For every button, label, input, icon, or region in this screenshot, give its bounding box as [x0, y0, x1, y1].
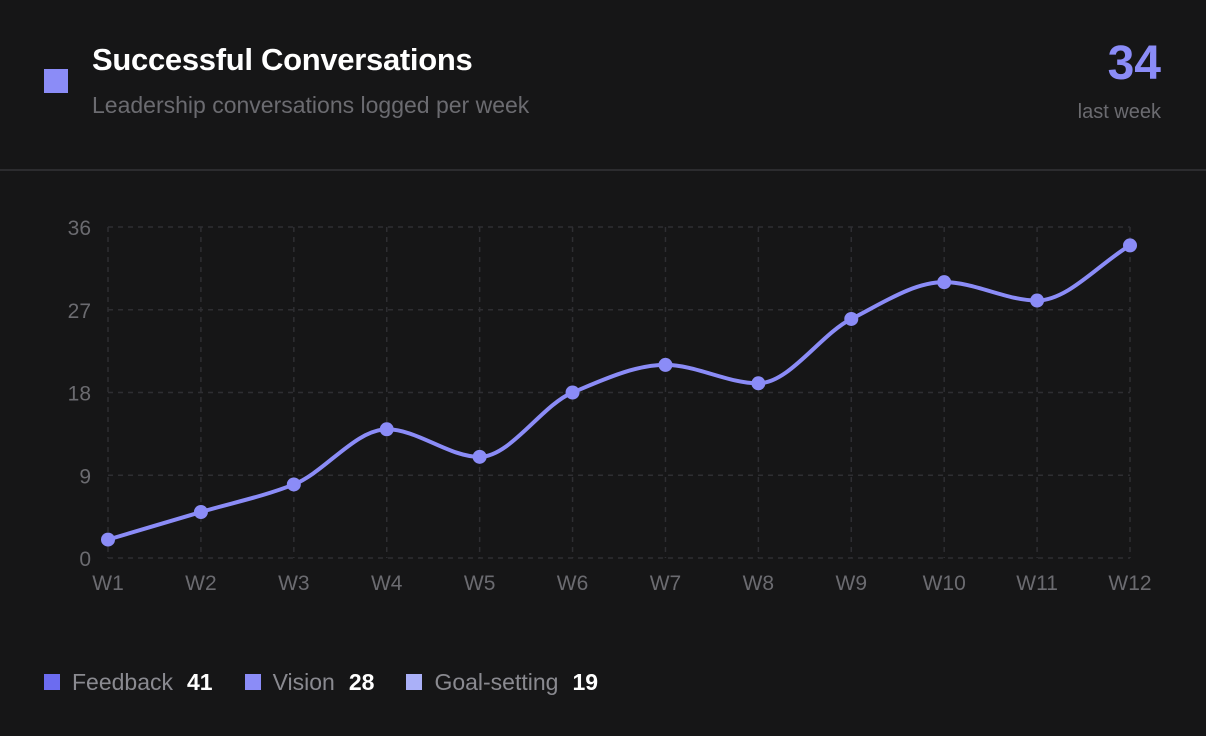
- y-tick-label: 0: [79, 548, 91, 571]
- data-point: [658, 357, 673, 372]
- x-tick-label: W3: [278, 572, 310, 595]
- legend-label: Feedback: [72, 668, 174, 695]
- x-tick-label: W9: [836, 572, 868, 595]
- legend-value: 28: [348, 668, 375, 695]
- x-tick-label: W2: [185, 572, 217, 595]
- x-tick-label: W4: [371, 572, 403, 595]
- x-tick-label: W1: [92, 572, 124, 595]
- data-point: [193, 505, 208, 520]
- data-point: [751, 376, 766, 391]
- header-color-swatch: [44, 69, 68, 93]
- data-point: [844, 311, 859, 326]
- card-header: Successful Conversations Leadership conv…: [0, 0, 1206, 171]
- data-point: [937, 275, 952, 290]
- y-tick-label: 18: [68, 383, 91, 406]
- legend-swatch: [244, 674, 261, 690]
- chart-subtitle: Leadership conversations logged per week: [92, 92, 530, 118]
- x-tick-label: W6: [557, 572, 589, 595]
- kpi-label: last week: [1077, 101, 1161, 123]
- x-tick-label: W12: [1108, 572, 1151, 595]
- legend-swatch: [406, 674, 423, 690]
- y-tick-label: 27: [68, 300, 91, 323]
- legend-label: Vision: [272, 668, 335, 695]
- data-point: [565, 385, 580, 400]
- legend-swatch: [44, 674, 60, 690]
- x-tick-label: W10: [923, 572, 966, 595]
- x-tick-label: W5: [464, 572, 496, 595]
- line-chart: 0 9 18 27 36 W1 W2 W3 W4 W5 W6 W7 W8 W9 W10 W11 W12: [68, 217, 1152, 595]
- legend-value: 41: [187, 668, 213, 695]
- data-point: [379, 422, 394, 437]
- legend-item-feedback: Feedback 41: [44, 669, 213, 696]
- data-point: [101, 532, 115, 547]
- legend-item-goal-setting: Goal-setting 19: [406, 669, 598, 696]
- data-point: [1030, 293, 1045, 308]
- x-tick-label: W8: [743, 572, 775, 595]
- y-tick-label: 9: [79, 465, 91, 488]
- legend: Feedback 41 Vision 28 Goal-setting 19: [44, 664, 630, 700]
- y-tick-label: 36: [68, 217, 91, 240]
- legend-value: 19: [572, 668, 599, 695]
- data-point: [286, 477, 301, 492]
- data-point: [472, 449, 487, 464]
- chart-title: Successful Conversations: [92, 42, 473, 77]
- legend-label: Goal-setting: [434, 668, 559, 695]
- kpi-value: 34: [1107, 37, 1161, 90]
- x-tick-label: W7: [650, 572, 682, 595]
- legend-item-vision: Vision 28: [244, 668, 375, 696]
- data-point: [1123, 238, 1137, 253]
- x-tick-label: W11: [1016, 572, 1058, 595]
